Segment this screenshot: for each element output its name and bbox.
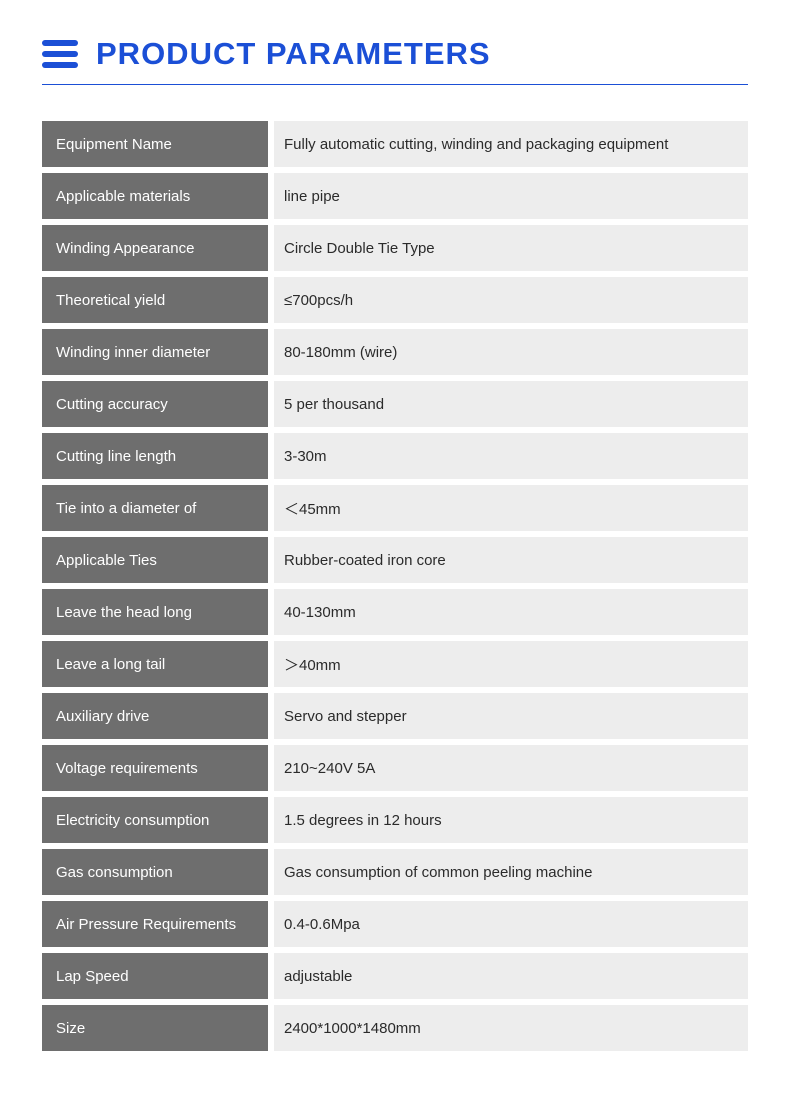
table-row: Winding Appearance Circle Double Tie Typ… [42, 225, 748, 271]
parameters-table: Equipment Name Fully automatic cutting, … [42, 121, 748, 1051]
table-row: Leave the head long 40-130mm [42, 589, 748, 635]
table-row: Tie into a diameter of ＜45mm [42, 485, 748, 531]
param-label: Voltage requirements [42, 745, 268, 791]
param-value: Rubber-coated iron core [274, 537, 748, 583]
table-row: Air Pressure Requirements 0.4-0.6Mpa [42, 901, 748, 947]
param-value: Fully automatic cutting, winding and pac… [274, 121, 748, 167]
param-label: Tie into a diameter of [42, 485, 268, 531]
param-value: 5 per thousand [274, 381, 748, 427]
table-row: Leave a long tail ＞40mm [42, 641, 748, 687]
param-value: 0.4-0.6Mpa [274, 901, 748, 947]
param-value: Gas consumption of common peeling machin… [274, 849, 748, 895]
table-row: Auxiliary drive Servo and stepper [42, 693, 748, 739]
param-label: Winding Appearance [42, 225, 268, 271]
table-row: Gas consumption Gas consumption of commo… [42, 849, 748, 895]
param-label: Size [42, 1005, 268, 1051]
page-container: PRODUCT PARAMETERS Equipment Name Fully … [0, 0, 790, 1051]
param-value: 210~240V 5A [274, 745, 748, 791]
param-label: Lap Speed [42, 953, 268, 999]
param-label: Gas consumption [42, 849, 268, 895]
param-value: 80-180mm (wire) [274, 329, 748, 375]
param-label: Applicable materials [42, 173, 268, 219]
table-row: Size 2400*1000*1480mm [42, 1005, 748, 1051]
param-label: Applicable Ties [42, 537, 268, 583]
param-value: 2400*1000*1480mm [274, 1005, 748, 1051]
param-value: Circle Double Tie Type [274, 225, 748, 271]
header: PRODUCT PARAMETERS [42, 36, 748, 85]
table-row: Lap Speed adjustable [42, 953, 748, 999]
table-row: Theoretical yield ≤700pcs/h [42, 277, 748, 323]
param-label: Electricity consumption [42, 797, 268, 843]
page-title: PRODUCT PARAMETERS [96, 36, 491, 72]
table-row: Cutting accuracy 5 per thousand [42, 381, 748, 427]
table-row: Equipment Name Fully automatic cutting, … [42, 121, 748, 167]
param-label: Equipment Name [42, 121, 268, 167]
param-label: Air Pressure Requirements [42, 901, 268, 947]
table-row: Electricity consumption 1.5 degrees in 1… [42, 797, 748, 843]
param-label: Cutting line length [42, 433, 268, 479]
param-value: adjustable [274, 953, 748, 999]
table-row: Voltage requirements 210~240V 5A [42, 745, 748, 791]
param-value: 1.5 degrees in 12 hours [274, 797, 748, 843]
param-value: ＞40mm [274, 641, 748, 687]
param-label: Winding inner diameter [42, 329, 268, 375]
menu-icon [42, 40, 78, 68]
param-label: Auxiliary drive [42, 693, 268, 739]
table-row: Applicable Ties Rubber-coated iron core [42, 537, 748, 583]
param-label: Leave a long tail [42, 641, 268, 687]
table-row: Cutting line length 3-30m [42, 433, 748, 479]
param-value: 3-30m [274, 433, 748, 479]
param-value: ≤700pcs/h [274, 277, 748, 323]
param-value: 40-130mm [274, 589, 748, 635]
param-label: Theoretical yield [42, 277, 268, 323]
table-row: Winding inner diameter 80-180mm (wire) [42, 329, 748, 375]
table-row: Applicable materials line pipe [42, 173, 748, 219]
param-value: line pipe [274, 173, 748, 219]
param-label: Cutting accuracy [42, 381, 268, 427]
param-label: Leave the head long [42, 589, 268, 635]
param-value: Servo and stepper [274, 693, 748, 739]
param-value: ＜45mm [274, 485, 748, 531]
